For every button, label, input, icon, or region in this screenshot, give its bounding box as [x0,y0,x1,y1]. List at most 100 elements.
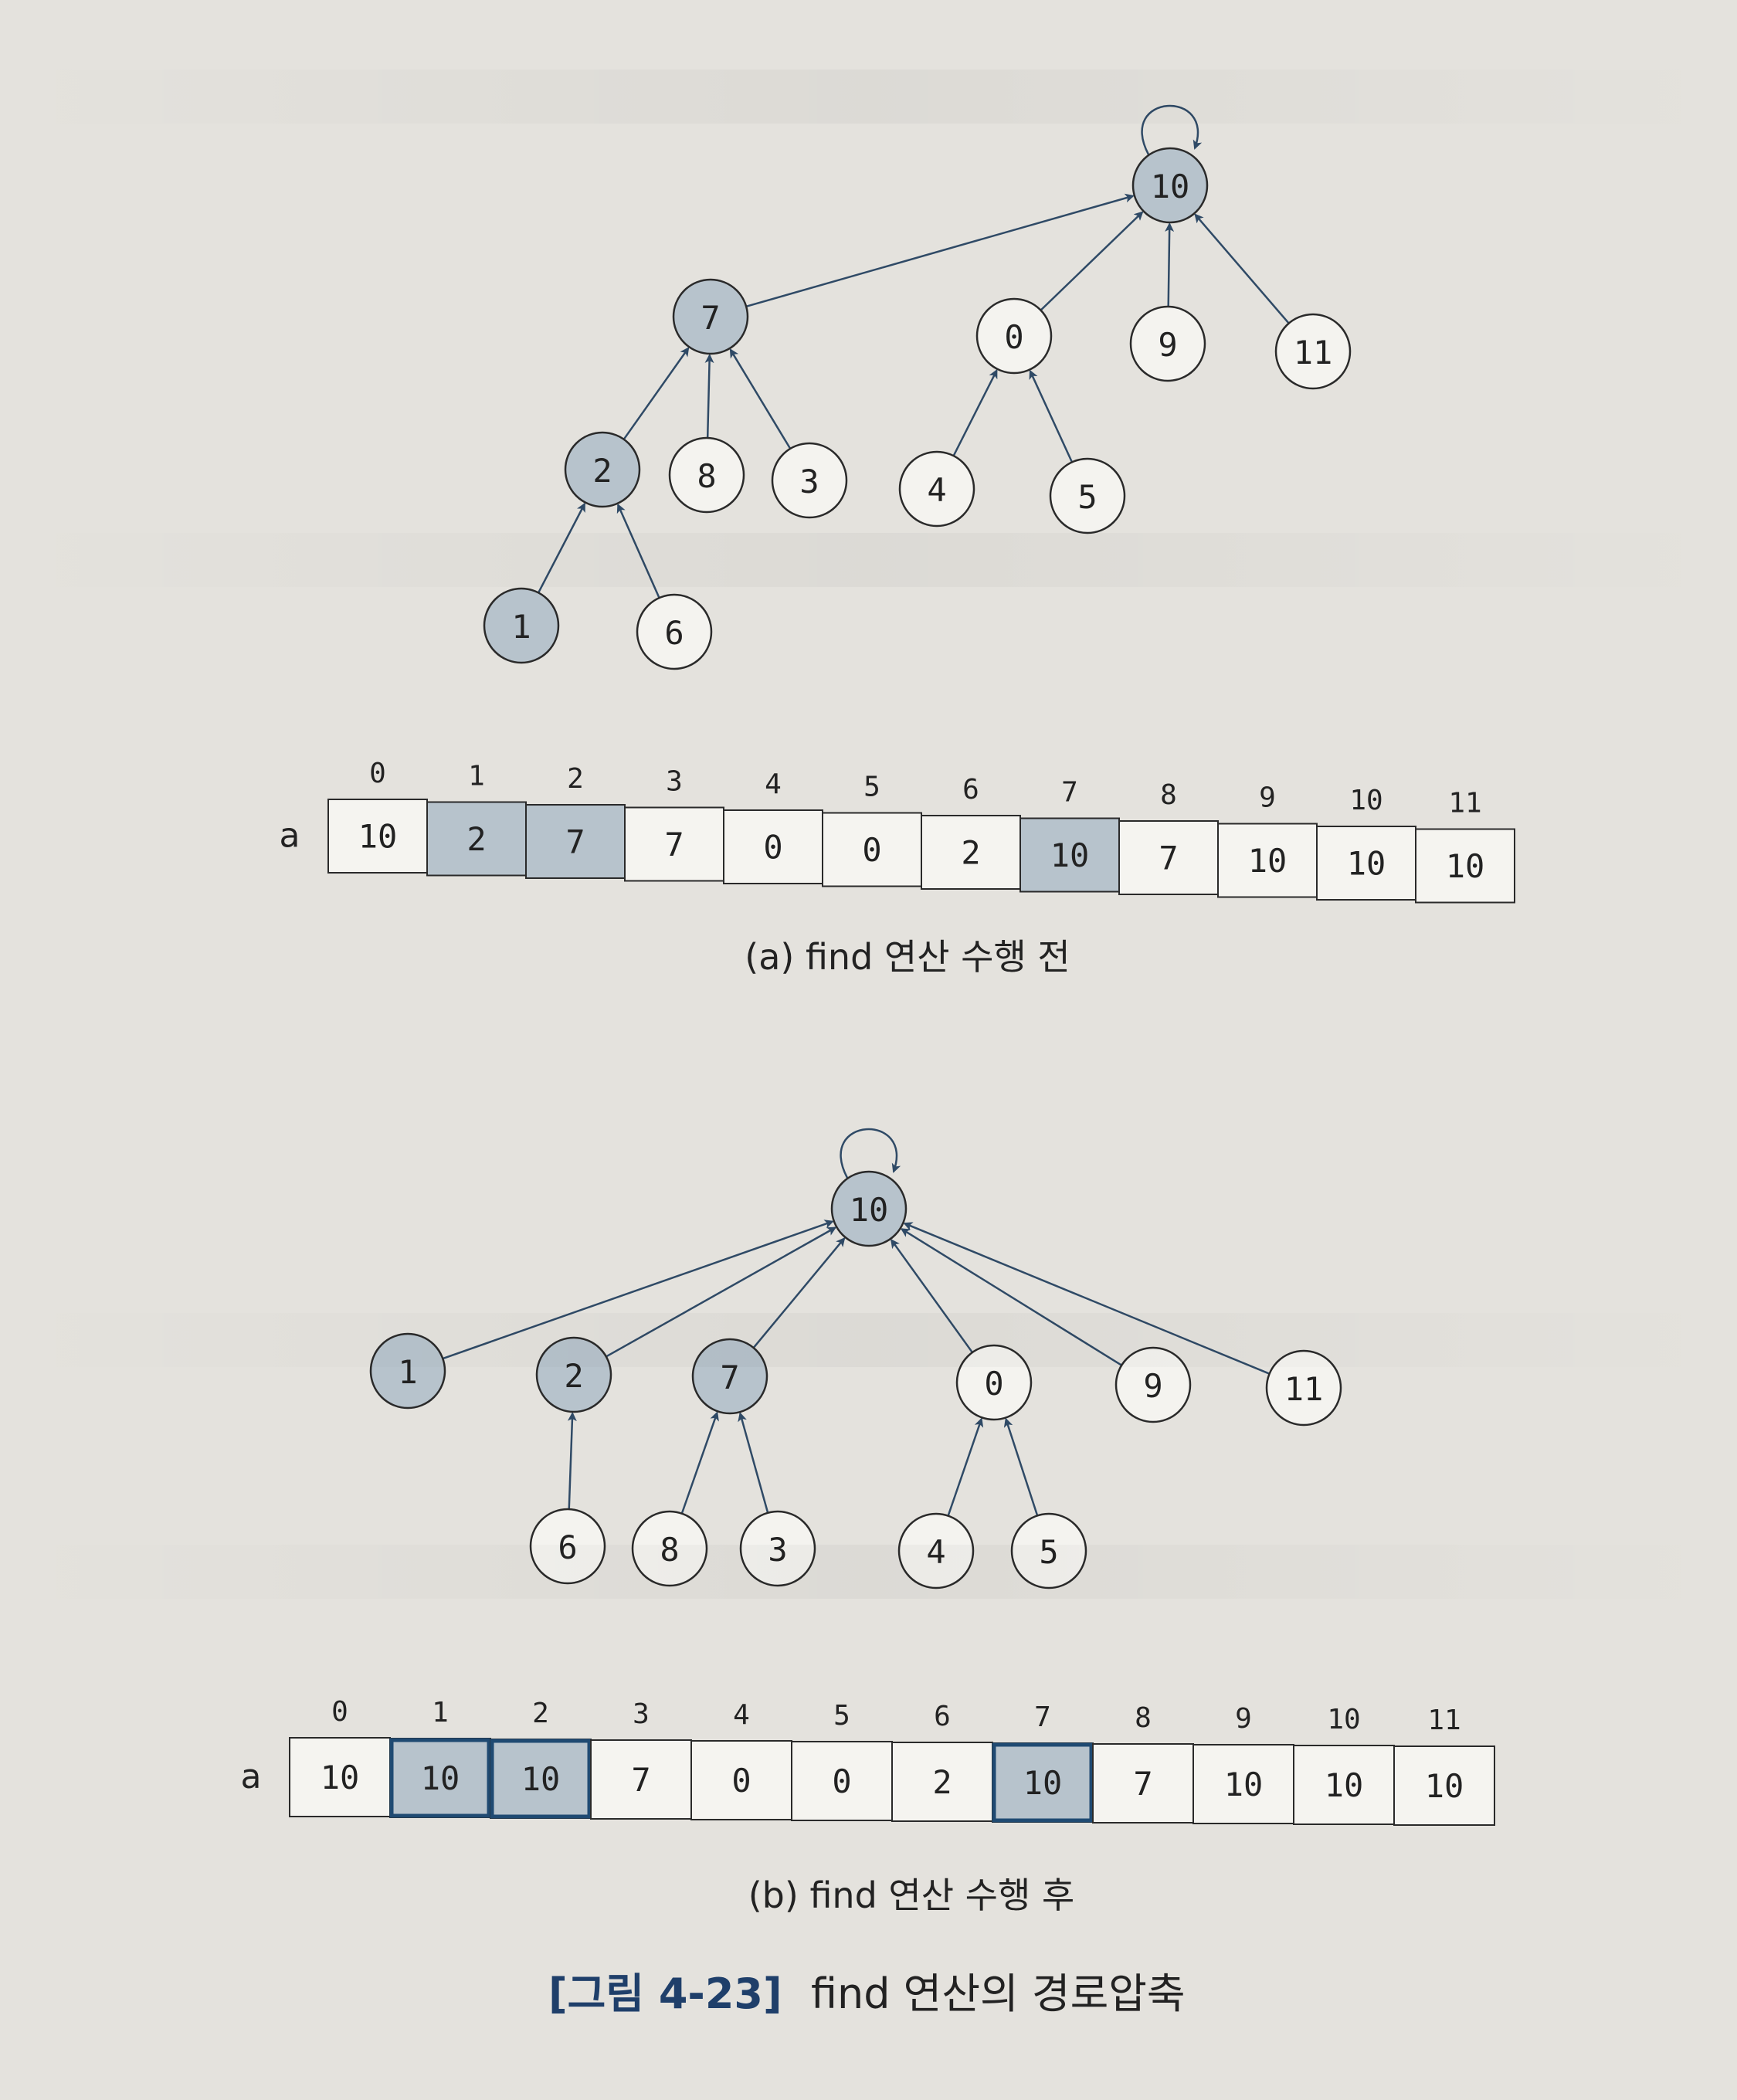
tree-node-10: 10 [830,1170,908,1247]
node-label: 6 [558,1528,577,1566]
background-text-band [0,1313,1737,1367]
array-index: 8 [1160,779,1177,811]
array-value: 7 [664,826,684,863]
array-cell-4: 04 [690,1699,792,1820]
node-label: 5 [1039,1533,1058,1571]
array-cell-6: 26 [921,774,1021,890]
array-index: 2 [532,1698,549,1729]
array-value: 7 [631,1761,650,1799]
edge-4-to-0 [952,368,998,456]
tree-node-11: 11 [1265,1349,1342,1427]
array-value: 10 [1248,842,1287,880]
tree-node-8: 8 [668,436,745,514]
array-index: 6 [934,1701,951,1732]
node-label: 4 [927,471,946,509]
tree-node-6: 6 [636,593,713,670]
tree-b-nodes: 10 1 2 7 0 9 11 6 8 3 4 5 [369,1170,1342,1589]
array-index: 2 [567,763,584,795]
tree-node-2: 2 [564,431,641,508]
node-label: 10 [850,1191,889,1229]
figure-title: find 연산의 경로압축 [811,1969,1186,2018]
edge-1-to-10 [442,1220,834,1360]
edge-8-to-7 [704,353,714,439]
array-cell-11: 10 11 [1393,1705,1495,1826]
node-label: 8 [697,457,716,495]
array-index: 5 [833,1700,850,1732]
array-cell-1: 21 [426,761,527,877]
array-cell-10: 10 10 [1316,785,1416,901]
array-cell-9: 10 9 [1192,1703,1294,1824]
array-value: 10 [1050,836,1090,874]
edge-8-to-7 [680,1411,719,1515]
tree-node-3: 3 [771,442,848,519]
array-index: 6 [962,774,979,806]
tree-node-4: 4 [897,1512,975,1589]
array-index: 10 [1327,1704,1360,1735]
edge-4-to-0 [947,1417,984,1517]
array-value: 10 [1325,1766,1364,1804]
array-value: 7 [565,823,585,861]
array-index: 5 [863,772,880,803]
array-value: 0 [862,831,881,869]
array-value: 10 [1425,1767,1464,1805]
tree-node-4: 4 [898,450,975,528]
edge-9-to-10 [900,1228,1122,1366]
node-label: 4 [926,1533,945,1571]
array-index: 4 [733,1699,750,1731]
array-index: 10 [1349,785,1382,816]
array-value: 2 [932,1763,952,1801]
array-value: 10 [1446,847,1485,885]
array-cell-7: 10 7 [1019,777,1120,893]
edge-6-to-2 [567,1411,577,1510]
node-label: 7 [720,1359,739,1396]
edge-6-to-2 [616,503,660,599]
edge-1-to-2 [538,502,586,593]
array-value: 10 [421,1759,460,1797]
edge-3-to-7 [729,348,792,450]
node-label: 2 [592,452,612,490]
node-label: 7 [701,299,720,337]
array-cell-3: 73 [624,766,724,882]
tree-node-2: 2 [535,1336,612,1413]
tree-node-7: 7 [691,1338,768,1415]
array-value: 10 [1224,1766,1264,1803]
figure-number: [그림 4-23] [548,1969,782,2018]
tree-a-edges [538,193,1290,599]
edge-9-to-10 [1165,222,1175,307]
array-cell-7: 10 7 [992,1701,1094,1823]
caption-b: (b) find 연산 수행 후 [748,1874,1075,1916]
array-index: 1 [468,761,485,792]
diagram-b: 10127091168345 a100101102730405261077810… [241,1128,1495,1916]
tree-node-1: 1 [369,1332,446,1410]
array-value: 7 [1159,840,1178,877]
array-value: 2 [466,820,486,858]
array-index: 3 [666,766,683,798]
array-cell-4: 04 [723,768,823,884]
edge-0-to-10 [1040,211,1144,311]
tree-node-8: 8 [631,1510,708,1587]
tree-node-7: 7 [672,278,749,355]
array-index: 11 [1427,1705,1461,1736]
array-value: 10 [321,1759,360,1796]
array-cell-5: 05 [822,772,922,887]
node-label: 9 [1158,326,1177,364]
edge-7-to-10 [752,1237,846,1349]
caption-a: (a) find 연산 수행 전 [745,936,1070,978]
array-value: 0 [763,829,782,867]
edge-0-to-10 [891,1238,973,1353]
tree-node-9: 9 [1114,1346,1192,1423]
array-cell-8: 78 [1118,779,1219,895]
edge-11-to-10 [903,1222,1271,1375]
array-value: 0 [832,1762,851,1800]
edge-5-to-0 [1003,1417,1039,1516]
array-index: 9 [1235,1703,1252,1735]
node-label: 3 [768,1531,787,1569]
tree-b-edges [442,1220,1271,1517]
edge-2-to-10 [606,1226,837,1358]
self-loop-edge [1141,104,1203,155]
